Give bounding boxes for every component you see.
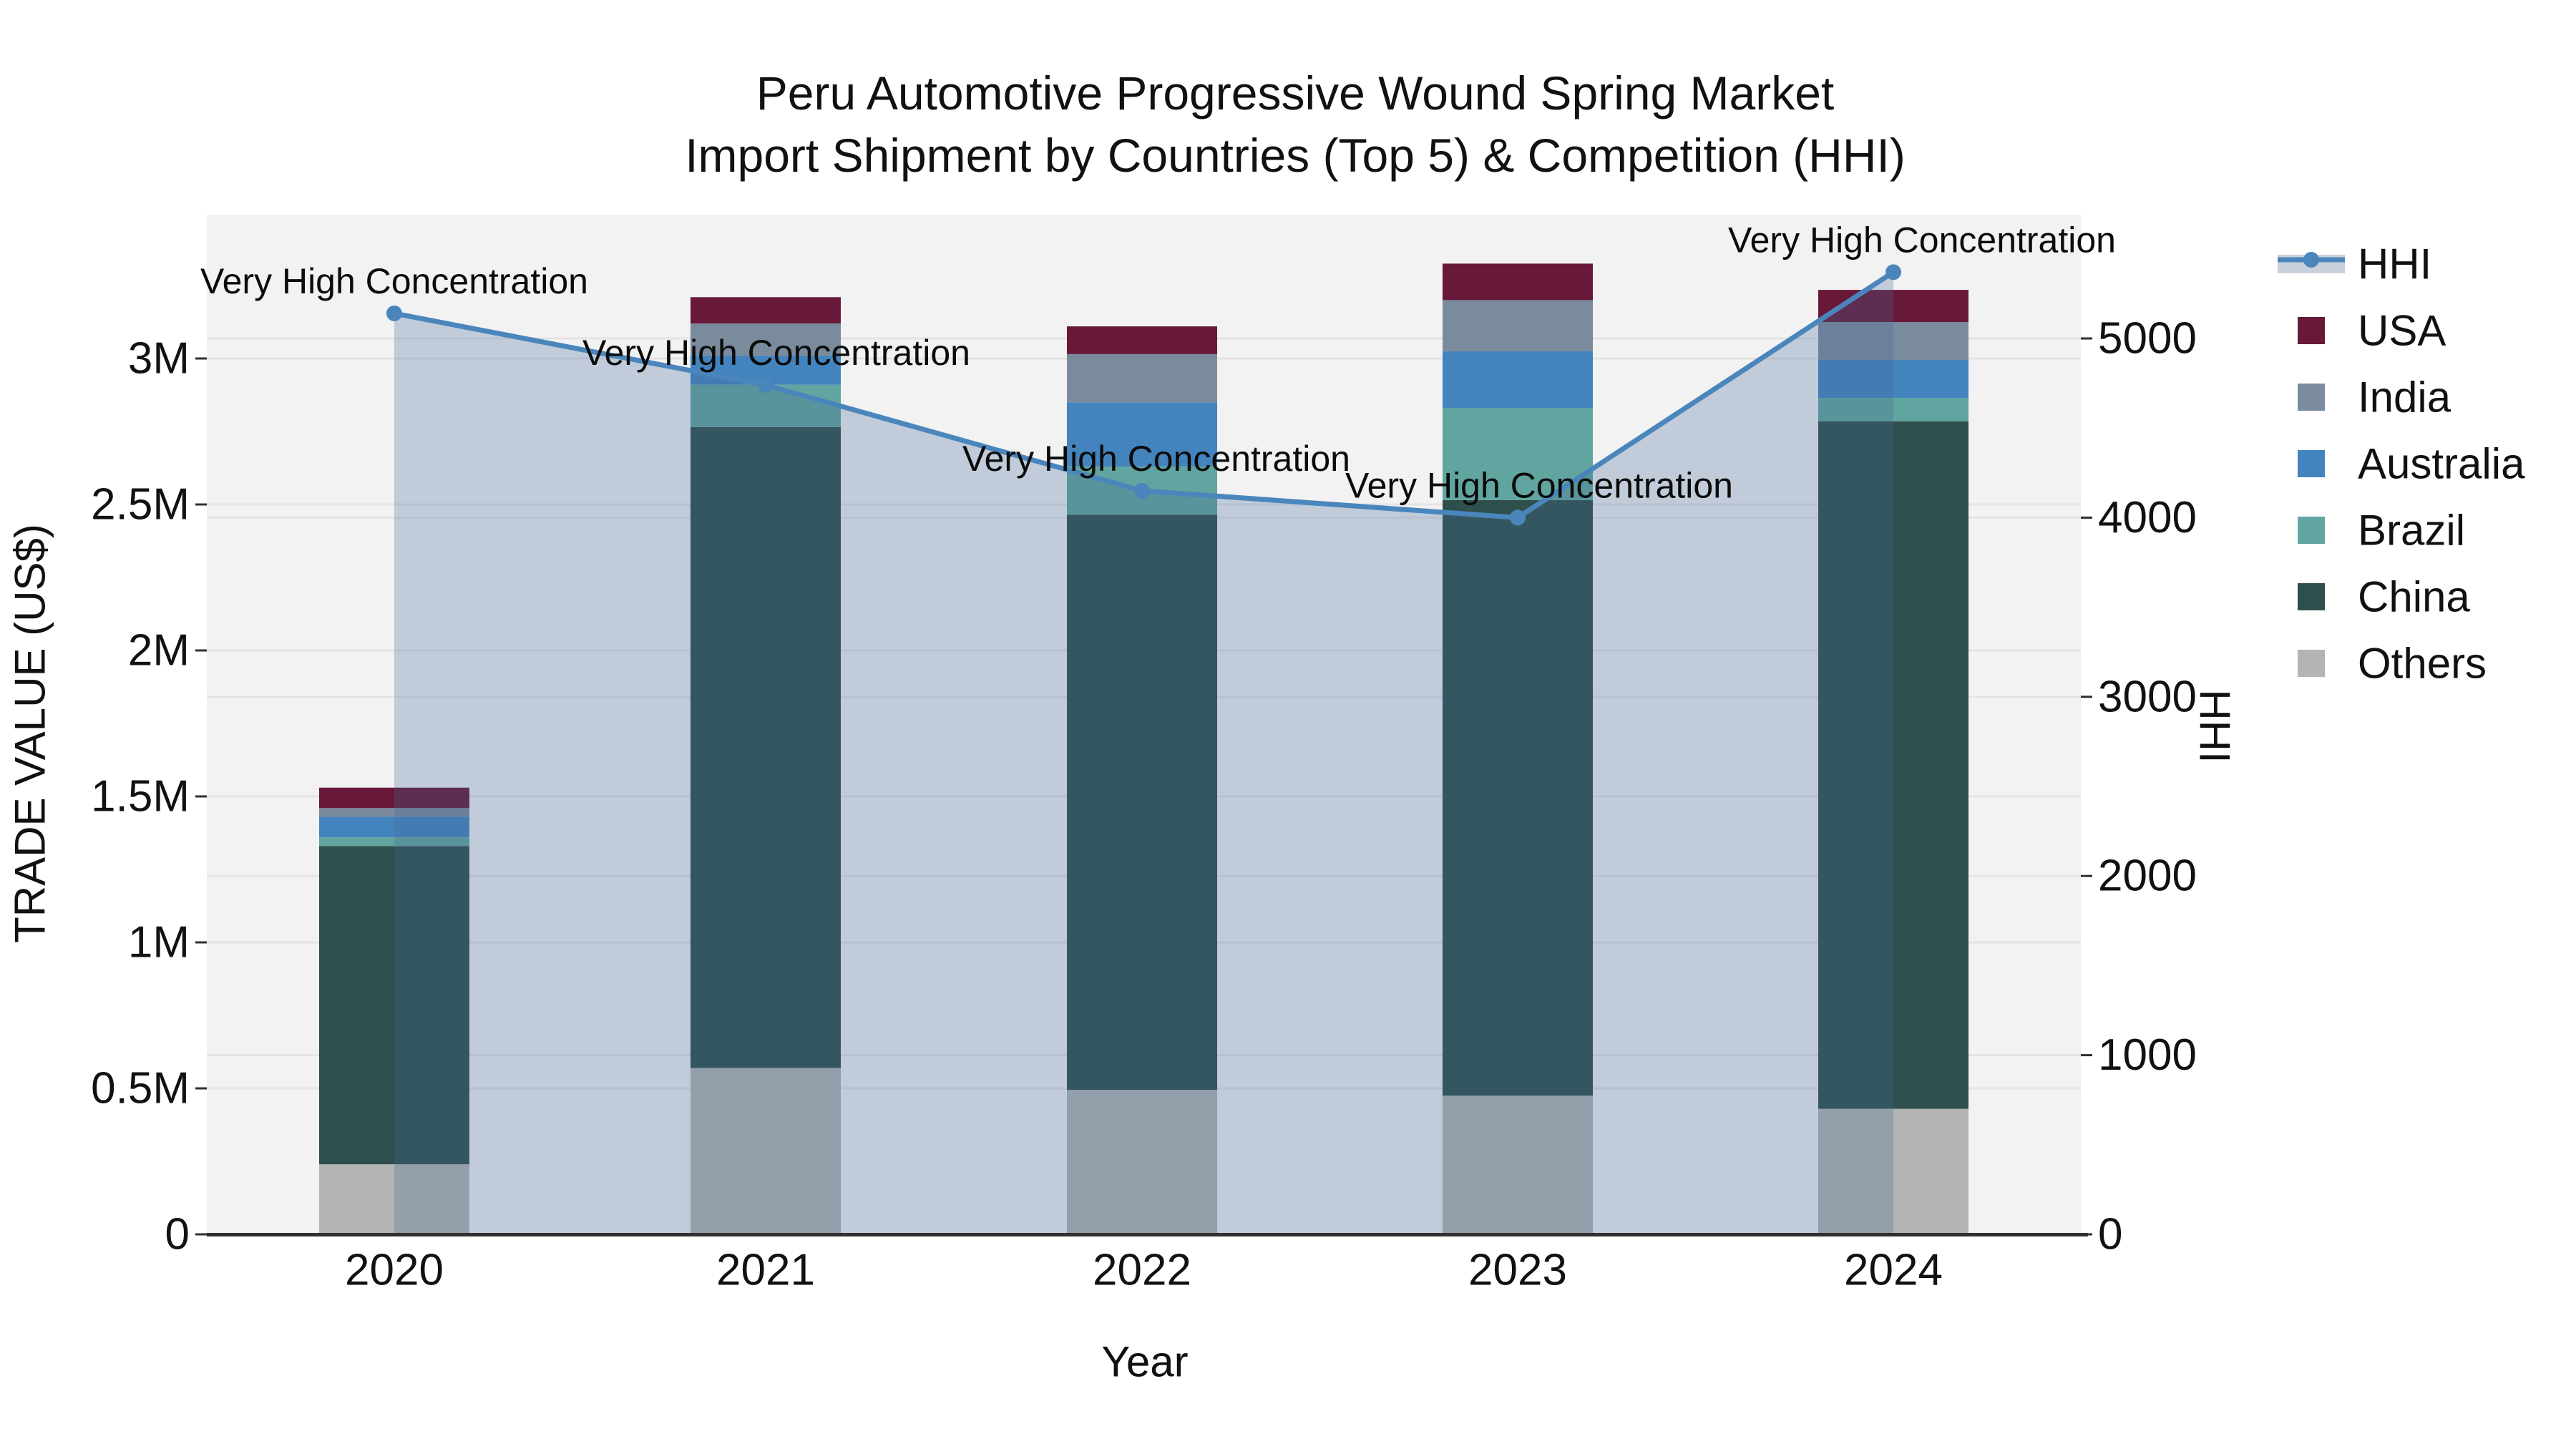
legend-swatch-china (2298, 583, 2325, 610)
bar-segment-others-2023[interactable] (1443, 1096, 1593, 1234)
hhi-marker-2023[interactable] (1510, 509, 1526, 526)
legend-item-others[interactable]: Others (2298, 640, 2487, 688)
right-tick-label: 3000 (2098, 672, 2197, 721)
bar-segment-india-2024[interactable] (1818, 322, 1968, 361)
left-tick-label: 3M (128, 334, 190, 384)
x-axis-title: Year (1101, 1338, 1188, 1386)
legend-item-india[interactable]: India (2298, 374, 2451, 421)
x-tick-label-2024: 2024 (1844, 1246, 1943, 1295)
hhi-marker-2021[interactable] (758, 377, 774, 394)
left-tick-label: 2.5M (91, 480, 190, 530)
bar-segment-others-2020[interactable] (319, 1164, 469, 1234)
annotation-2024: Very High Concentration (1728, 220, 2116, 260)
legend-label: India (2358, 374, 2451, 421)
annotation-2022: Very High Concentration (962, 439, 1350, 479)
legend-item-hhi[interactable]: HHI (2278, 240, 2431, 288)
legend-label: Brazil (2358, 507, 2465, 555)
chart-title-line2: Import Shipment by Countries (Top 5) & C… (685, 129, 1906, 182)
bar-segment-usa-2021[interactable] (691, 297, 841, 324)
right-tick-label: 5000 (2098, 314, 2197, 364)
legend-label: Others (2358, 640, 2487, 688)
right-tick-label: 1000 (2098, 1030, 2197, 1080)
legend-label: Australia (2358, 440, 2525, 488)
right-tick-label: 0 (2098, 1210, 2122, 1259)
left-tick-label: 0 (165, 1210, 190, 1259)
bar-segment-usa-2020[interactable] (319, 787, 469, 809)
hhi-marker-2020[interactable] (386, 305, 402, 321)
bar-segment-others-2021[interactable] (691, 1068, 841, 1234)
bar-segment-brazil-2024[interactable] (1818, 398, 1968, 421)
bar-segment-australia-2024[interactable] (1818, 360, 1968, 399)
legend-item-china[interactable]: China (2298, 573, 2470, 621)
right-tick-label: 4000 (2098, 493, 2197, 542)
bar-segment-brazil-2020[interactable] (319, 837, 469, 847)
bar-segment-usa-2022[interactable] (1067, 326, 1217, 354)
bar-segment-china-2022[interactable] (1067, 514, 1217, 1091)
bar-segment-china-2020[interactable] (319, 846, 469, 1165)
bar-segment-others-2022[interactable] (1067, 1090, 1217, 1234)
legend-swatch-india (2298, 384, 2325, 411)
hhi-area-fill (394, 272, 1893, 1234)
bar-segment-china-2024[interactable] (1818, 421, 1968, 1109)
left-tick-label: 1.5M (91, 772, 190, 821)
bar-segment-others-2024[interactable] (1818, 1108, 1968, 1234)
bar-segment-china-2023[interactable] (1443, 499, 1593, 1096)
annotation-2020: Very High Concentration (200, 261, 588, 301)
bar-segment-australia-2023[interactable] (1443, 351, 1593, 409)
legend-swatch-usa (2298, 317, 2325, 344)
legend-swatch-others (2298, 650, 2325, 677)
bar-segment-india-2023[interactable] (1443, 300, 1593, 351)
legend: HHI USA India Australia Brazil China Others (2278, 240, 2525, 688)
annotation-2023: Very High Concentration (1345, 465, 1733, 505)
x-tick-label-2021: 2021 (716, 1246, 815, 1295)
legend-swatch-brazil (2298, 517, 2325, 544)
legend-swatch-australia (2298, 450, 2325, 477)
legend-item-brazil[interactable]: Brazil (2298, 507, 2465, 555)
bar-segment-india-2020[interactable] (319, 808, 469, 817)
x-axis-line (207, 1233, 2088, 1236)
x-tick-label-2023: 2023 (1468, 1246, 1567, 1295)
hhi-legend-marker-icon (2303, 252, 2319, 268)
hhi-marker-2022[interactable] (1134, 482, 1150, 499)
annotation-2021: Very High Concentration (582, 333, 970, 373)
bar-segment-india-2021[interactable] (691, 323, 841, 356)
right-tick-label: 2000 (2098, 852, 2197, 901)
bar-segment-usa-2023[interactable] (1443, 263, 1593, 301)
left-tick-label: 0.5M (91, 1064, 190, 1113)
hhi-marker-2024[interactable] (1885, 264, 1901, 280)
legend-label: HHI (2358, 240, 2431, 288)
legend-label: USA (2358, 307, 2446, 355)
legend-label: China (2358, 573, 2470, 621)
legend-item-usa[interactable]: USA (2298, 307, 2446, 355)
x-tick-label-2020: 2020 (345, 1246, 444, 1295)
left-tick-label: 2M (128, 626, 190, 675)
bar-segment-china-2021[interactable] (691, 426, 841, 1068)
y-axis-title-right: HHI (2191, 689, 2239, 763)
y-axis-title-left: TRADE VALUE (US$) (6, 524, 54, 943)
x-tick-label-2022: 2022 (1093, 1246, 1191, 1295)
bar-segment-australia-2022[interactable] (1067, 402, 1217, 467)
bar-segment-australia-2020[interactable] (319, 816, 469, 838)
bar-segment-india-2022[interactable] (1067, 353, 1217, 403)
legend-item-australia[interactable]: Australia (2298, 440, 2525, 488)
chart-title-line1: Peru Automotive Progressive Wound Spring… (756, 67, 1835, 119)
left-tick-label: 1M (128, 918, 190, 967)
